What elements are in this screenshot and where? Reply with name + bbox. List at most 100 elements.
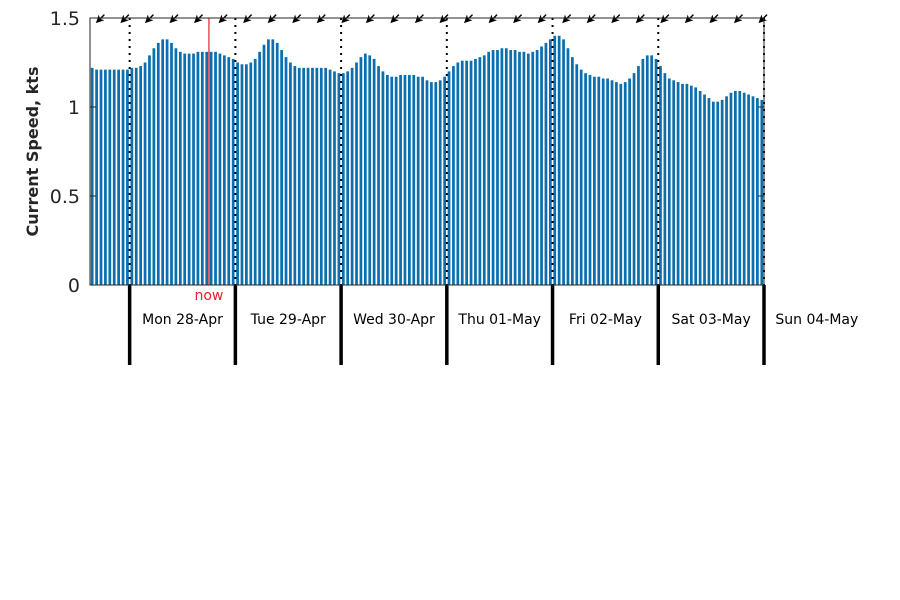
day-label: Thu 01-May: [457, 312, 541, 328]
speed-bar: [509, 50, 513, 285]
current-direction-arrow: [169, 14, 179, 24]
speed-bar: [430, 82, 433, 285]
current-direction-arrow: [218, 14, 228, 24]
speed-bar: [355, 62, 358, 285]
speed-bar: [720, 99, 724, 285]
speed-bar: [513, 50, 517, 285]
speed-bar: [165, 39, 169, 285]
current-direction-arrow: [734, 14, 743, 24]
day-dividers: [127, 18, 766, 365]
current-direction-arrow: [365, 14, 375, 24]
speed-bar: [200, 51, 204, 285]
speed-bar: [557, 35, 561, 285]
speed-bar: [192, 53, 195, 285]
y-tick-label: 0.5: [50, 186, 80, 208]
speed-bar: [460, 60, 464, 285]
speed-bar: [284, 57, 288, 285]
speed-bar: [240, 64, 244, 285]
y-tick-label: 0: [68, 275, 80, 297]
speed-bar: [619, 83, 623, 285]
day-label: Fri 02-May: [569, 312, 642, 328]
current-direction-arrow: [660, 14, 670, 24]
speed-bar: [377, 66, 380, 285]
speed-bar: [416, 76, 420, 286]
current-direction-arrow: [292, 14, 302, 24]
speed-bar: [553, 35, 557, 285]
speed-bar: [566, 48, 570, 286]
y-tick-label: 1.5: [50, 8, 80, 30]
speed-bar: [178, 51, 182, 285]
speed-bar: [738, 90, 742, 285]
plot-frame: [89, 17, 765, 286]
speed-bar: [289, 62, 292, 285]
current-direction-arrow: [390, 14, 400, 24]
speed-bar: [394, 76, 398, 286]
current-direction-arrow: [267, 14, 277, 24]
speed-bar: [218, 53, 222, 285]
day-label: Sat 03-May: [672, 312, 751, 328]
speed-bar: [751, 96, 755, 285]
current-direction-arrow: [562, 14, 572, 24]
speed-bar: [491, 50, 495, 285]
current-direction-arrow: [586, 14, 596, 24]
speed-bar: [205, 51, 209, 285]
speed-bar: [214, 51, 217, 285]
speed-bar: [747, 94, 750, 285]
speed-bar: [584, 73, 587, 286]
speed-bar: [425, 80, 429, 285]
speed-bar: [601, 78, 605, 286]
speed-bar: [134, 67, 138, 285]
speed-bar: [676, 82, 680, 285]
speed-bar: [359, 57, 363, 285]
speed-bar: [346, 71, 350, 286]
speed-bar: [148, 55, 151, 285]
current-direction-arrow: [414, 14, 424, 24]
speed-bar: [315, 67, 319, 285]
speed-bar: [328, 69, 332, 286]
speed-bar: [170, 42, 173, 285]
speed-bar: [606, 78, 609, 286]
speed-bar: [412, 74, 416, 286]
speed-bar: [438, 80, 442, 285]
speed-bar: [258, 51, 261, 285]
speed-bar: [372, 58, 376, 285]
speed-bar: [275, 42, 279, 285]
speed-bar: [623, 82, 627, 285]
speed-bar: [130, 67, 134, 285]
speed-bar: [742, 92, 746, 285]
speed-bar: [452, 66, 455, 285]
speed-bar: [645, 55, 649, 285]
speed-bar: [143, 62, 147, 285]
current-direction-arrow: [611, 14, 621, 24]
current-direction-arrow: [758, 14, 768, 24]
speed-bar: [548, 39, 552, 285]
speed-bar: [632, 73, 636, 286]
speed-bar: [469, 60, 473, 285]
day-label: Tue 29-Apr: [250, 312, 326, 328]
speed-bar: [152, 48, 156, 286]
speed-bar: [667, 78, 671, 286]
current-direction-arrow: [684, 14, 694, 24]
speed-bar: [447, 71, 451, 286]
speed-bar: [716, 101, 720, 285]
speed-bar: [222, 55, 226, 285]
speed-bar: [381, 71, 385, 286]
speed-bar: [363, 53, 367, 285]
speed-bar: [711, 101, 715, 285]
speed-bar: [139, 66, 143, 285]
speed-bar: [734, 90, 737, 285]
speed-bar: [324, 67, 328, 285]
day-label: Sun 04-May: [775, 312, 858, 328]
speed-bar: [311, 67, 314, 285]
speed-bar: [161, 39, 165, 285]
day-label: Mon 28-Apr: [142, 312, 223, 328]
speed-bar: [156, 42, 160, 285]
day-label: Wed 30-Apr: [353, 312, 435, 328]
speed-bar: [408, 74, 411, 286]
speed-bar: [209, 51, 213, 285]
speed-bar: [707, 98, 711, 285]
speed-bar: [698, 90, 702, 285]
speed-bar: [487, 51, 491, 285]
speed-bar: [465, 60, 469, 285]
